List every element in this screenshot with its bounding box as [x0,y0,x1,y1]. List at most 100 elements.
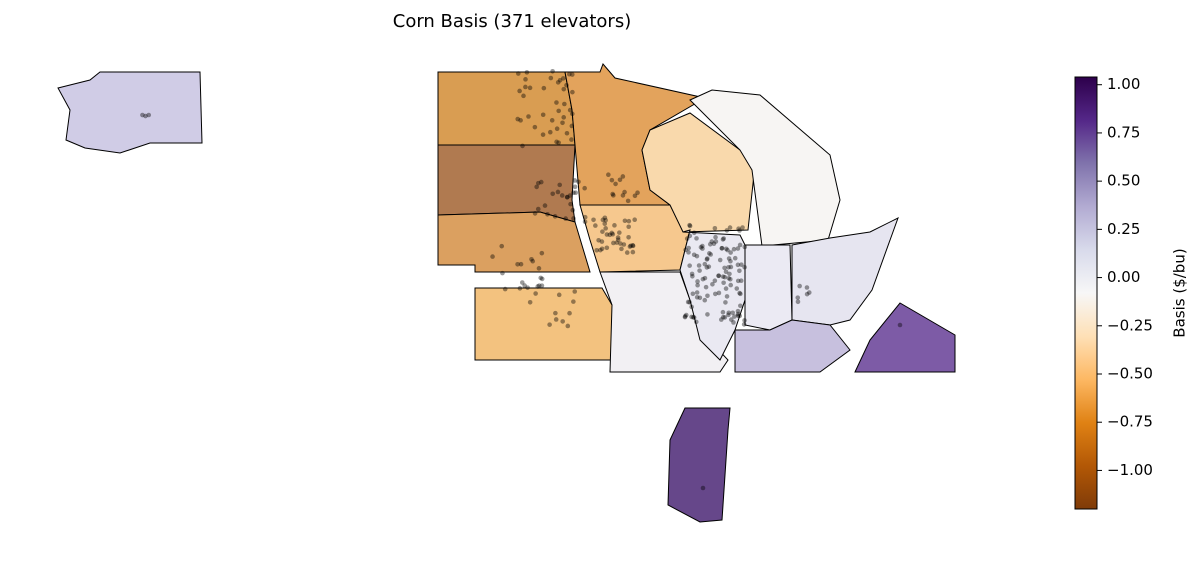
elevator-dot [600,217,606,223]
elevator-dot [723,269,729,275]
elevator-dot [713,234,718,240]
elevator-dot [522,283,527,288]
mississippi [667,407,731,523]
elevator-dot [632,193,638,199]
kentucky [734,319,851,373]
elevator-dot [552,214,558,219]
elevator-dot [525,285,530,290]
elevator-dot [604,232,610,237]
elevator-dot [517,286,523,291]
elevator-dot [719,245,725,251]
colorbar-tick-label: −0.50 [1107,365,1153,383]
elevator-dot [684,236,690,241]
elevator-dot [538,275,544,281]
elevator-dot [499,243,505,249]
elevator-dot [612,223,617,228]
elevator-dot [720,237,726,242]
elevator-dot [738,278,744,284]
elevator-dot [561,115,567,120]
elevator-points [140,68,903,491]
elevator-dot [523,84,528,90]
elevator-dot [690,314,696,320]
nebraska [437,211,591,273]
elevator-dot [734,286,740,291]
north-dakota [437,71,576,146]
washington [57,71,203,154]
elevator-dot [804,285,810,290]
elevator-dot [716,290,722,296]
elevator-dot [518,261,524,267]
elevator-dot [557,77,563,83]
elevator-dot [720,274,726,279]
elevator-dot [490,254,495,259]
elevator-dot [567,310,572,316]
elevator-dot [617,177,623,183]
elevator-dot [687,299,692,305]
elevator-dot [549,118,555,123]
elevator-dot [602,221,608,227]
elevator-dot [603,217,608,223]
elevator-dot [735,311,741,317]
elevator-dot [723,300,728,305]
elevator-dot [730,310,735,316]
elevator-dot [741,322,747,327]
elevator-dot [727,225,733,230]
elevator-dot [534,184,539,190]
elevator-dot [728,258,733,264]
elevator-dot [697,295,703,301]
elevator-dot [606,172,611,178]
virginia [854,302,956,373]
elevator-dot [700,246,705,251]
elevator-dot [560,319,565,324]
elevator-dot [702,297,708,303]
elevator-dot [527,300,533,305]
colorbar-scale [1074,76,1098,510]
elevator-dot [536,283,542,288]
elevator-dot [500,270,505,276]
elevator-dot [706,264,712,269]
elevator-dot [740,225,745,230]
elevator-dot [735,278,741,284]
elevator-dot [541,85,547,91]
elevator-dot [694,294,700,300]
elevator-dot [535,206,541,212]
elevator-dot [598,247,603,253]
elevator-dot [716,273,721,279]
elevator-dot [540,112,546,118]
elevator-dot [554,139,559,145]
colorbar-tick-label: 0.50 [1107,172,1140,190]
elevator-dot [615,235,621,240]
elevator-dot [710,281,715,287]
elevator-dot [545,212,550,217]
elevator-dot [560,76,566,81]
elevator-dot [742,318,747,323]
elevator-dot [698,244,704,250]
elevator-dot [599,246,605,252]
elevator-dot [697,268,702,273]
elevator-dot [582,214,588,220]
elevator-dot [685,299,691,305]
elevator-dot [539,283,545,288]
colorbar-tick-label: 0.00 [1107,268,1140,286]
elevator-dot [571,299,576,304]
elevator-dot [735,308,741,314]
elevator-dot [709,239,715,244]
elevator-dot [723,286,729,291]
elevator-dot [529,256,534,262]
elevator-dot [689,304,694,310]
elevator-dot [591,217,596,223]
elevator-dot [728,250,733,255]
wisconsin [641,112,756,233]
elevator-dot [735,246,741,251]
elevator-dot [726,264,731,270]
elevator-dot [556,292,562,298]
elevator-dot [689,271,695,277]
colorbar-tick-label: −0.75 [1107,413,1153,431]
elevator-dot [532,124,538,130]
elevator-dot [735,262,741,268]
elevator-dot [622,218,628,224]
elevator-dot [620,174,626,179]
elevator-dot [622,189,627,195]
elevator-dot [728,282,734,288]
colorbar-tick-label: 0.75 [1107,123,1140,141]
